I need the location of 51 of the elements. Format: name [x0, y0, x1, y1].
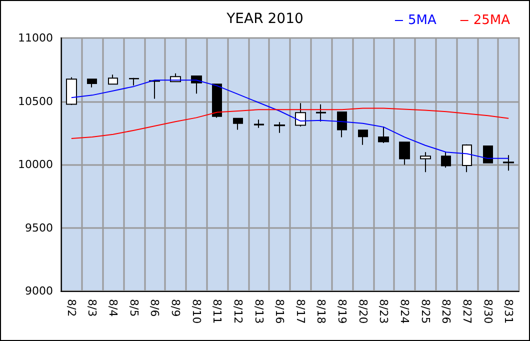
legend-label: 25MA: [473, 13, 510, 28]
line-series: [70, 108, 510, 139]
x-tick-label: 8/23: [377, 299, 390, 324]
x-tick-label: 8/31: [502, 299, 516, 324]
x-tick-label: 8/13: [252, 299, 266, 324]
candlestick: [212, 84, 222, 118]
x-tick-label: 8/11: [210, 299, 224, 324]
candlestick: [358, 130, 368, 146]
candlestick: [233, 118, 243, 130]
x-tick-label: 8/12: [231, 299, 244, 324]
y-tick-label: 10000: [18, 158, 53, 171]
candlestick: [316, 104, 326, 122]
candlestick: [420, 152, 431, 173]
candlestick: [254, 119, 264, 128]
x-tick-label: 8/10: [190, 299, 203, 324]
candlestick: [87, 78, 97, 88]
x-tick-label: 8/2: [64, 299, 78, 317]
candlestick: [108, 74, 118, 85]
x-tick-label: 8/19: [336, 299, 349, 324]
candlestick: [399, 142, 410, 166]
x-tick-label: 8/24: [398, 299, 411, 324]
x-tick-label: 8/20: [356, 299, 370, 324]
candlestick: [441, 151, 451, 168]
x-tick-label: 8/16: [273, 299, 286, 324]
x-tick-label: 8/26: [440, 299, 453, 324]
x-tick-label: 8/3: [86, 299, 99, 317]
x-tick-label: 8/17: [294, 299, 307, 324]
x-tick-label: 8/18: [314, 299, 328, 324]
candlestick: [129, 77, 139, 86]
candlestick: [149, 80, 160, 100]
candlestick: [66, 76, 77, 106]
line-series: [70, 80, 510, 159]
y-tick-label: 9500: [25, 221, 53, 234]
x-tick-label: 8/25: [418, 299, 432, 324]
candlestick: [378, 126, 389, 144]
x-tick-label: 8/4: [106, 299, 120, 317]
candlestick: [483, 145, 493, 164]
candlestick: [462, 144, 472, 173]
legend-label: 5MA: [408, 13, 436, 28]
x-tick-label: 8/30: [481, 299, 494, 324]
candlestick: [337, 112, 347, 138]
y-tick-label: 10500: [18, 94, 53, 108]
y-tick-label: 9000: [25, 284, 53, 298]
candlestick: [295, 102, 306, 128]
y-tick-label: 11000: [18, 32, 53, 44]
x-tick-label: 8/9: [169, 299, 182, 317]
chart-title: YEAR 2010: [226, 11, 304, 27]
x-tick-label: 8/27: [460, 299, 474, 324]
candlestick: [274, 122, 285, 134]
x-tick-label: 8/5: [127, 299, 140, 317]
x-tick-label: 8/6: [148, 299, 162, 317]
